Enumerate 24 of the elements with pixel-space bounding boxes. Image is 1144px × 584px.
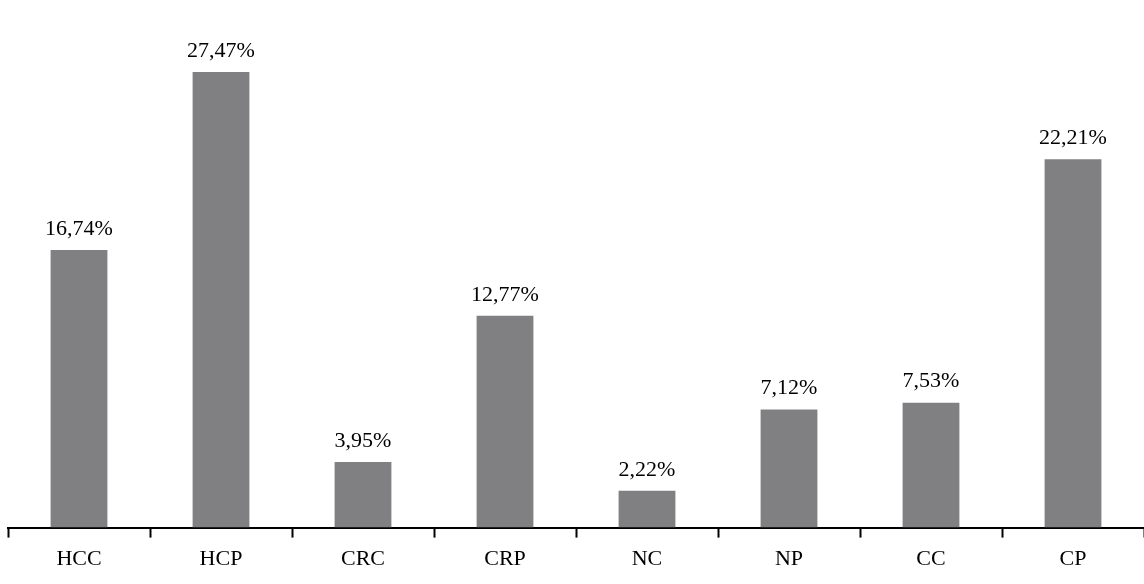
data-label: 22,21% xyxy=(1039,123,1107,149)
bar xyxy=(1044,159,1102,528)
x-tick-label: HCC xyxy=(56,544,102,570)
bar xyxy=(50,249,108,528)
data-label: 3,95% xyxy=(334,426,392,452)
bar xyxy=(760,409,818,528)
x-tick-label: CRP xyxy=(484,544,526,570)
data-label: 12,77% xyxy=(471,280,539,306)
data-label: 2,22% xyxy=(618,455,676,481)
x-tick-label: CRC xyxy=(340,544,386,570)
bar xyxy=(192,71,250,528)
x-tick-label: CC xyxy=(916,544,946,570)
data-label: 7,12% xyxy=(760,374,818,400)
x-tick-label: NC xyxy=(631,544,663,570)
data-label: 16,74% xyxy=(45,214,113,240)
data-label: 27,47% xyxy=(187,36,255,62)
data-label: 7,53% xyxy=(902,367,960,393)
x-tick-label: HCP xyxy=(199,544,243,570)
bar xyxy=(476,315,534,528)
bar xyxy=(618,490,676,528)
bar xyxy=(902,402,960,528)
bar xyxy=(334,462,392,528)
x-tick-label: CP xyxy=(1059,544,1087,570)
x-tick-label: NP xyxy=(774,544,804,570)
